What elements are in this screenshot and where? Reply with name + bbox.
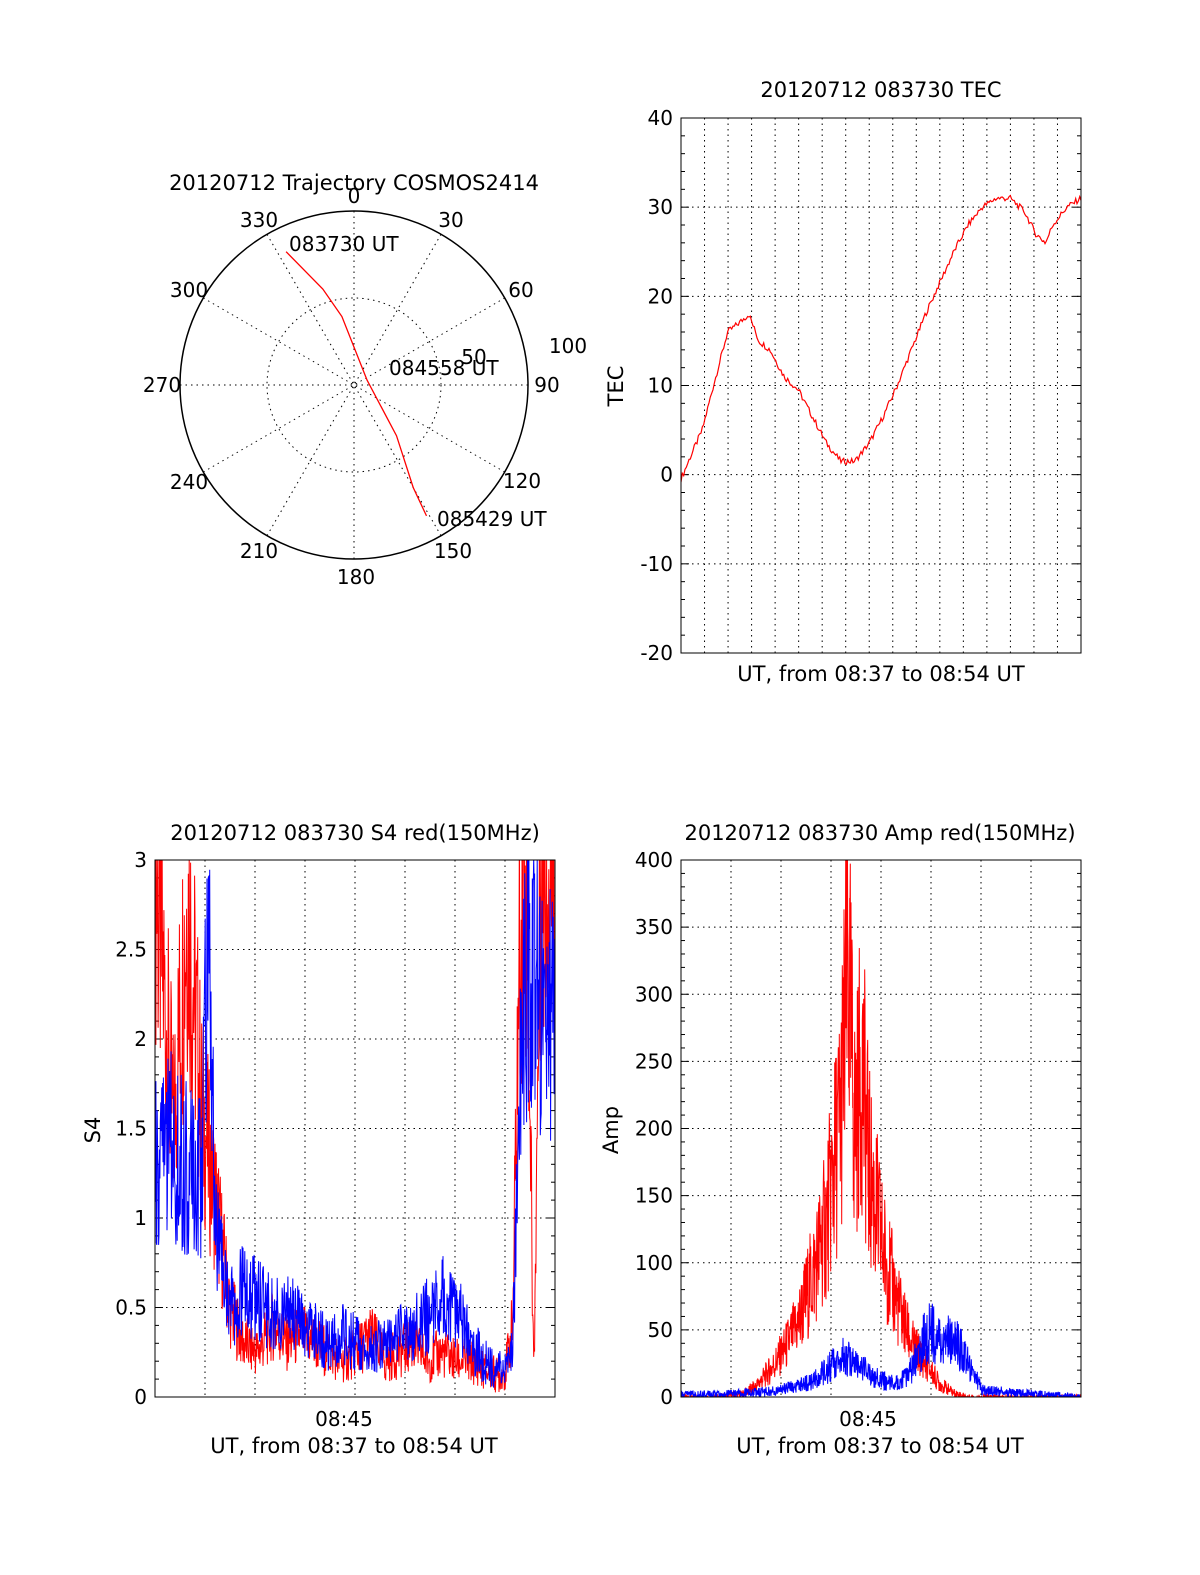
amp-y-tick-label: 300 — [635, 982, 673, 1006]
polar-angle-label: 180 — [337, 565, 375, 589]
tec-y-tick-label: -20 — [640, 641, 673, 665]
polar-title: 20120712 Trajectory COSMOS2414 — [169, 171, 539, 195]
polar-angle-label: 300 — [170, 278, 208, 302]
tec-y-tick-label: 20 — [648, 284, 673, 308]
tec-y-tick-label: -10 — [640, 552, 673, 576]
tec-y-ticks: -20 -10 0 10 20 30 40 — [640, 106, 673, 665]
amp-plot-frame — [680, 859, 1082, 1398]
amp-panel: 20120712 083730 Amp red(150MHz) 0 50 100 15… — [599, 821, 1082, 1458]
s4-y-tick-label: 2.5 — [115, 938, 147, 962]
polar-ring-label: 50 — [461, 345, 486, 369]
s4-plot-frame — [154, 859, 556, 1398]
polar-trajectory-line — [285, 251, 428, 517]
amp-y-tick-label: 250 — [635, 1049, 673, 1073]
s4-y-tick-label: 1.5 — [115, 1117, 147, 1141]
tec-x-label: UT, from 08:37 to 08:54 UT — [737, 662, 1025, 686]
s4-y-tick-label: 0 — [134, 1385, 147, 1409]
polar-angle-label: 120 — [503, 469, 541, 493]
polar-spoke — [203, 297, 505, 473]
amp-y-tick-label: 400 — [635, 848, 673, 872]
s4-title: 20120712 083730 S4 red(150MHz) — [170, 821, 540, 845]
s4-x-label: UT, from 08:37 to 08:54 UT — [210, 1434, 498, 1458]
polar-inner-ring — [266, 297, 442, 473]
amp-x-tick-label: 08:45 — [839, 1407, 897, 1431]
polar-angle-label: 270 — [143, 373, 181, 397]
s4-x-tick-label: 08:45 — [315, 1407, 373, 1431]
amp-y-tick-label: 350 — [635, 915, 673, 939]
polar-angle-label: 150 — [434, 539, 472, 563]
amp-y-tick-label: 100 — [635, 1251, 673, 1275]
tec-y-tick-label: 0 — [660, 463, 673, 487]
amp-y-tick-label: 200 — [635, 1117, 673, 1141]
tec-y-tick-label: 10 — [648, 374, 673, 398]
amp-series-line — [681, 1303, 1081, 1397]
s4-series-line — [155, 860, 555, 1393]
s4-series — [155, 860, 555, 1393]
polar-spoke — [203, 297, 505, 473]
s4-y-tick-label: 1 — [134, 1206, 147, 1230]
amp-grid — [681, 859, 1081, 1398]
polar-angle-label: 0 — [348, 184, 361, 208]
s4-y-tick-label: 2 — [134, 1027, 147, 1051]
polar-ring-label: 100 — [549, 334, 587, 358]
s4-panel: 20120712 083730 S4 red(150MHz) 0 0.5 1 1.5 2… — [81, 821, 556, 1458]
tec-y-tick-label: 40 — [648, 106, 673, 130]
polar-annotation-start: 083730 UT — [289, 232, 399, 256]
amp-title: 20120712 083730 Amp red(150MHz) — [684, 821, 1075, 845]
tec-title: 20120712 083730 TEC — [760, 78, 1001, 102]
amp-y-tick-label: 0 — [660, 1385, 673, 1409]
polar-angle-label: 210 — [240, 539, 278, 563]
amp-series — [681, 860, 1081, 1397]
polar-angle-label: 330 — [240, 208, 278, 232]
s4-y-label: S4 — [81, 1117, 105, 1144]
s4-grid — [155, 859, 555, 1398]
polar-angle-label: 240 — [170, 470, 208, 494]
tec-y-tick-label: 30 — [648, 195, 673, 219]
polar-panel: 20120712 Trajectory COSMOS2414 0 30 60 9… — [143, 171, 587, 589]
s4-y-ticks: 0 0.5 1 1.5 2 2.5 3 — [115, 848, 147, 1409]
polar-angle-label: 60 — [508, 278, 533, 302]
polar-annotation-mid: 084558 UT — [389, 356, 499, 380]
tec-y-label: TEC — [604, 366, 628, 408]
amp-y-tick-label: 50 — [648, 1318, 673, 1342]
polar-angle-label: 30 — [438, 208, 463, 232]
tec-grid — [681, 117, 1081, 654]
tec-plot-frame — [680, 117, 1082, 654]
amp-y-label: Amp — [599, 1106, 623, 1154]
polar-angle-label: 90 — [534, 373, 559, 397]
s4-series-line — [155, 860, 555, 1388]
amp-x-label: UT, from 08:37 to 08:54 UT — [736, 1434, 1024, 1458]
polar-annotation-end: 085429 UT — [437, 507, 547, 531]
tec-series — [681, 194, 1081, 483]
amp-y-ticks: 0 50 100 150 200 250 300 350 400 — [635, 848, 673, 1409]
s4-y-tick-label: 3 — [134, 848, 147, 872]
s4-y-tick-label: 0.5 — [115, 1296, 147, 1320]
amp-series-line — [681, 860, 1081, 1397]
polar-trajectory — [285, 251, 428, 517]
amp-y-tick-label: 150 — [635, 1184, 673, 1208]
tec-series-line — [681, 194, 1081, 483]
